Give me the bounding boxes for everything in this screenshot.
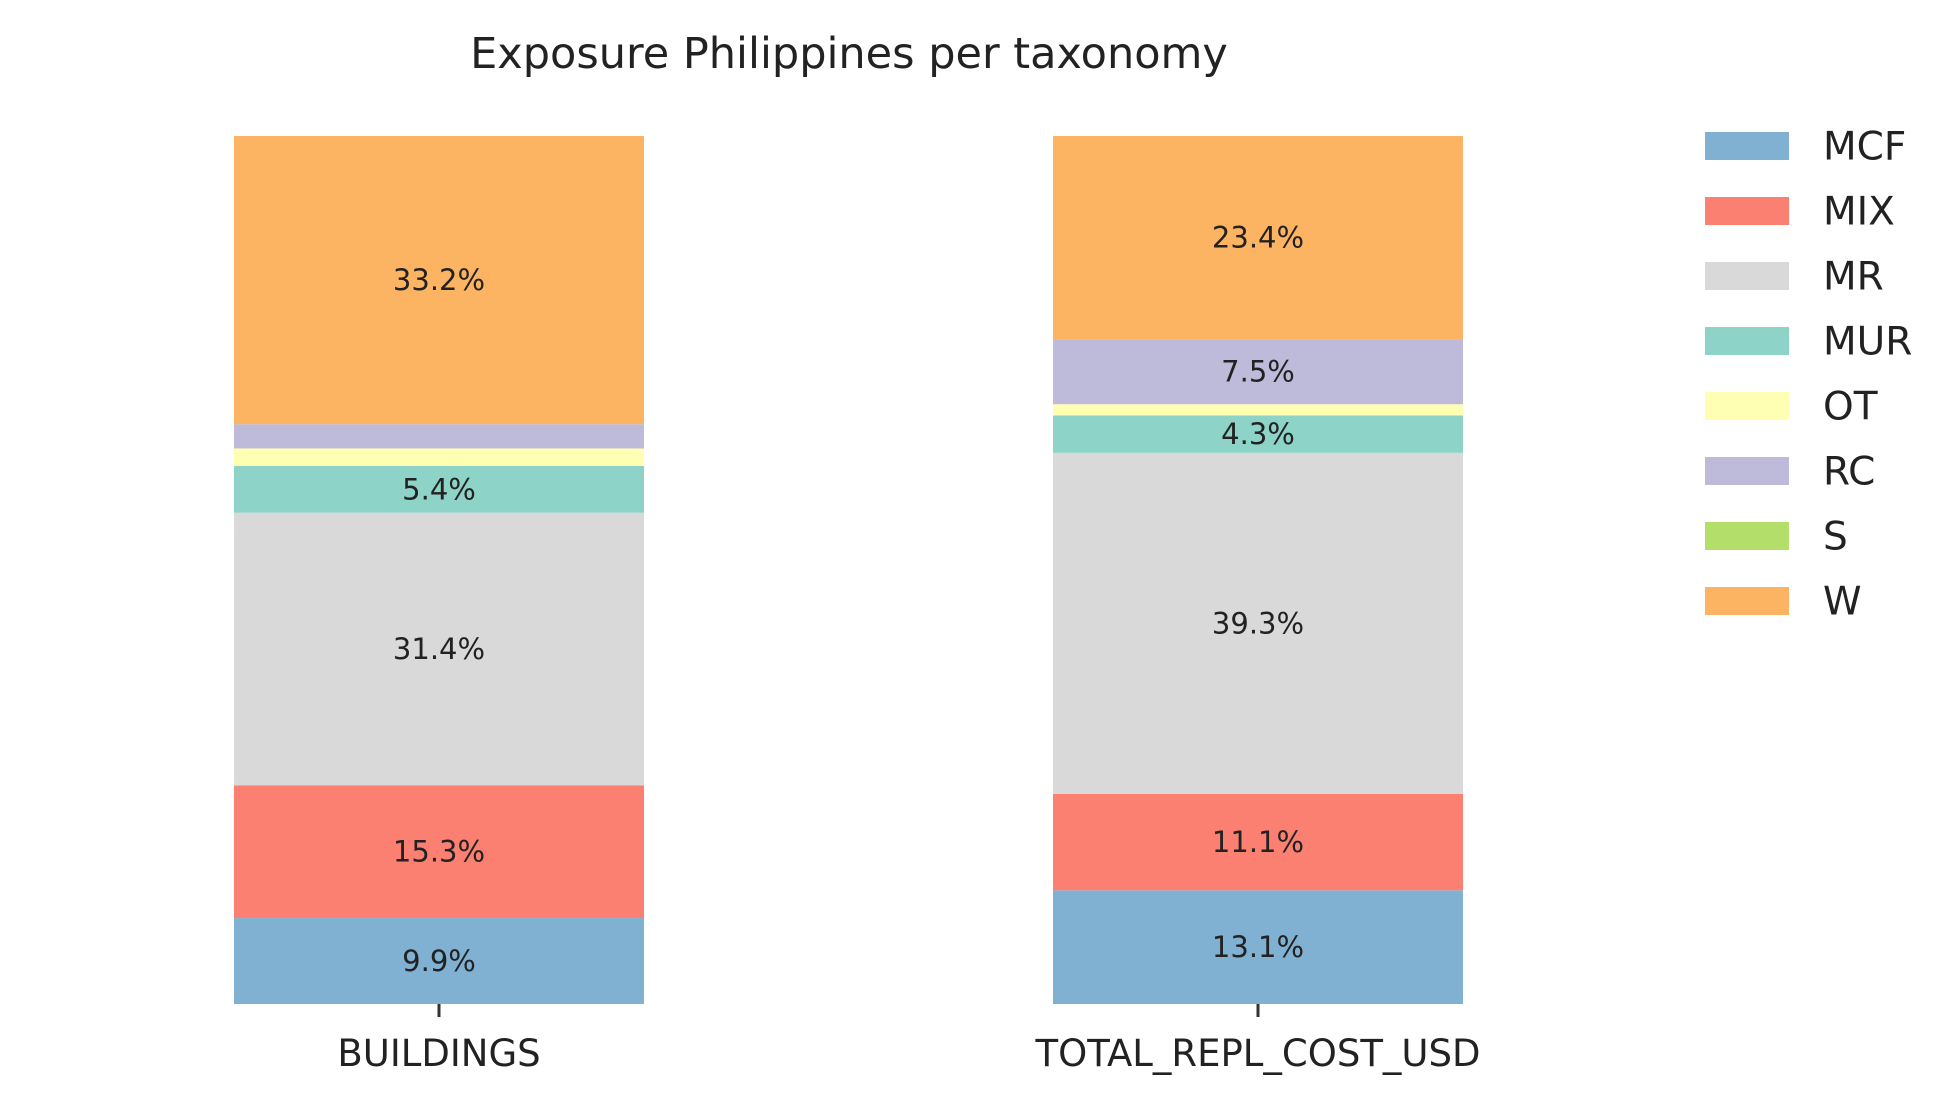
data-label-mix-total_repl_cost_usd: 11.1% [1212, 825, 1304, 859]
bar-segment-ot-total_repl_cost_usd [1053, 404, 1463, 416]
x-axis: BUILDINGS TOTAL_REPL_COST_USD [337, 1004, 1481, 1075]
legend-label-mur: MUR [1823, 320, 1912, 365]
data-label-w-total_repl_cost_usd: 23.4% [1212, 221, 1304, 255]
legend: MCF MIX MR MUR OT RC SW [1705, 125, 1912, 625]
legend-label-s: S [1823, 515, 1848, 560]
x-tick-label-total_repl_cost_usd: TOTAL_REPL_COST_USD [1035, 1032, 1481, 1075]
legend-label-mcf: MCF [1823, 125, 1906, 170]
legend-swatch-w [1705, 587, 1789, 615]
bar-segment-w-buildings [234, 136, 644, 425]
bar-segment-mr-total_repl_cost_usd [1053, 452, 1463, 794]
bar-segment-w-total_repl_cost_usd [1053, 136, 1463, 340]
bar-stacks: 9.9% 15.3% 31.4% 5.4% 33.2% 13.1% 11.1% 39.3% 4.… [234, 136, 1463, 1004]
legend-swatch-mur [1705, 327, 1789, 355]
data-label-mur-buildings: 5.4% [402, 472, 476, 506]
legend-swatch-s [1705, 522, 1789, 550]
data-label-mr-buildings: 31.4% [393, 632, 485, 666]
data-label-mcf-buildings: 9.9% [402, 944, 476, 978]
legend-label-ot: OT [1823, 385, 1878, 430]
data-label-mur-total_repl_cost_usd: 4.3% [1221, 417, 1295, 451]
bar-segment-mur-buildings [234, 465, 644, 513]
data-label-mcf-total_repl_cost_usd: 13.1% [1212, 930, 1304, 964]
bar-segment-mix-buildings [234, 785, 644, 919]
legend-swatch-mix [1705, 197, 1789, 225]
x-tick-label-buildings: BUILDINGS [337, 1032, 540, 1075]
legend-swatch-rc [1705, 457, 1789, 485]
bar-segment-mix-total_repl_cost_usd [1053, 793, 1463, 891]
bar-segment-mur-total_repl_cost_usd [1053, 415, 1463, 453]
chart-title: Exposure Philippines per taxonomy [470, 29, 1228, 79]
bar-segment-ot-buildings [234, 448, 644, 466]
legend-label-mr: MR [1823, 255, 1884, 300]
legend-label-rc: RC [1823, 450, 1875, 495]
legend-label-w: W [1823, 580, 1862, 625]
data-label-w-buildings: 33.2% [393, 263, 485, 297]
data-label-mix-buildings: 15.3% [393, 835, 485, 869]
legend-swatch-mr [1705, 262, 1789, 290]
data-label-mr-total_repl_cost_usd: 39.3% [1212, 606, 1304, 640]
bar-segment-mr-buildings [234, 512, 644, 786]
bar-segment-rc-buildings [234, 424, 644, 449]
legend-swatch-mcf [1705, 132, 1789, 160]
bar-segment-mcf-total_repl_cost_usd [1053, 890, 1463, 1004]
bar-segment-rc-total_repl_cost_usd [1053, 339, 1463, 405]
data-label-rc-total_repl_cost_usd: 7.5% [1221, 355, 1295, 389]
legend-swatch-ot [1705, 392, 1789, 420]
bar-segment-mcf-buildings [234, 918, 644, 1004]
legend-label-mix: MIX [1823, 190, 1895, 235]
